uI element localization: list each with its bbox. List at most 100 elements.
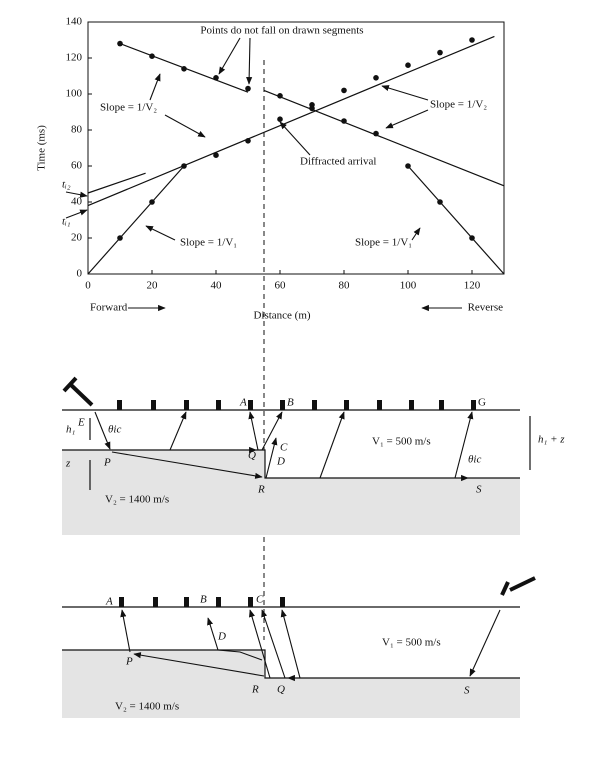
y-axis-label: Time (ms): [36, 125, 48, 171]
x-tick-label: 120: [464, 280, 481, 292]
label: Q: [277, 684, 285, 696]
data-point: [181, 66, 187, 72]
y-tick-label: 80: [71, 124, 83, 136]
y-tick-label: 120: [66, 52, 83, 64]
data-point: [373, 130, 379, 137]
label: θic: [468, 454, 481, 466]
arrow: [279, 121, 311, 156]
data-point: [245, 85, 251, 92]
data-point: [309, 105, 315, 112]
hammer: [500, 576, 536, 596]
annotation: Slope = 1/V₂: [430, 99, 487, 111]
ray: [261, 411, 283, 451]
annotation: Slope = 1/V₂: [100, 102, 157, 114]
x-tick-label: 60: [275, 280, 287, 292]
data-point: [405, 62, 411, 68]
data-point: [469, 37, 475, 43]
x-tick-label: 80: [339, 280, 351, 292]
arrow: [145, 225, 176, 241]
label: R: [257, 484, 265, 496]
ray: [265, 437, 278, 479]
ray: [111, 451, 263, 479]
ray: [469, 609, 501, 677]
annotation: tᵢ₁: [62, 216, 71, 228]
hammer: [62, 376, 94, 407]
ray: [207, 617, 263, 661]
data-point: [245, 138, 251, 144]
data-point: [149, 199, 155, 205]
label: P: [125, 656, 133, 668]
data-point: [149, 53, 155, 59]
label: R: [251, 684, 259, 696]
geophones: [117, 400, 476, 410]
ray: [280, 609, 301, 679]
label: P: [103, 457, 111, 469]
data-point: [341, 87, 347, 94]
chart: Time (ms) Distance (m) Forward Reverse P…: [36, 16, 505, 322]
arrow: [381, 85, 429, 101]
y-tick-label: 100: [66, 88, 83, 100]
legend-forward: Forward: [90, 302, 128, 314]
ray: [454, 411, 474, 479]
ray: [169, 411, 187, 451]
data-point: [117, 235, 123, 241]
annotation: Points do not fall on drawn segments: [200, 25, 363, 37]
arrow: [246, 37, 253, 85]
drawn-segment: [87, 165, 185, 275]
label: S: [476, 484, 482, 496]
diagram-reverse: A B C D P R Q V₁ = 500 m/s S V₂ = 1400 m…: [62, 576, 536, 718]
data-point: [213, 75, 219, 81]
annotation: Slope = 1/V₁: [180, 237, 237, 249]
y-tick-label: 60: [71, 160, 83, 172]
x-tick-label: 100: [400, 280, 417, 292]
y-tick-label: 40: [71, 196, 83, 208]
y-tick-label: 0: [77, 268, 83, 280]
drawn-segment: [87, 35, 495, 207]
lower-layer: [62, 650, 520, 718]
drawn-segment: [407, 165, 505, 275]
label: D: [276, 456, 285, 468]
data-point: [469, 235, 475, 241]
label: A: [105, 596, 113, 608]
label: B: [287, 397, 294, 409]
data-point: [277, 116, 283, 122]
label: S: [464, 685, 470, 697]
x-tick-label: 20: [147, 280, 159, 292]
annotation: Diffracted arrival: [300, 156, 376, 168]
ray: [120, 609, 131, 653]
label: Q: [248, 450, 256, 462]
geophones: [119, 597, 285, 607]
arrow: [65, 209, 88, 219]
label: V₂ = 1400 m/s: [115, 701, 179, 713]
label: V₂ = 1400 m/s: [105, 494, 169, 506]
label: z: [65, 458, 71, 470]
label: G: [478, 397, 486, 409]
arrow: [65, 191, 88, 198]
data-point: [437, 49, 443, 56]
label: h₁ + z: [538, 434, 565, 446]
label: A: [239, 397, 247, 409]
data-point: [213, 152, 219, 158]
data-point: [181, 163, 187, 169]
plot-frame: [87, 21, 505, 275]
label: θic: [108, 424, 121, 436]
lower-layer: [62, 450, 520, 535]
label: V₁ = 500 m/s: [382, 637, 441, 649]
label: C: [256, 594, 264, 606]
data-point: [117, 40, 123, 47]
ray: [319, 411, 345, 479]
ray: [261, 609, 286, 679]
arrow: [411, 227, 421, 241]
data-point: [277, 93, 283, 99]
data-point: [437, 199, 443, 205]
y-tick-label: 20: [71, 232, 83, 244]
label: V₁ = 500 m/s: [372, 436, 431, 448]
ray: [133, 652, 265, 677]
ray: [94, 411, 111, 450]
data-point: [405, 163, 411, 169]
annotation: tᵢ₂: [62, 179, 71, 191]
data-point: [341, 118, 347, 124]
arrow: [164, 114, 206, 138]
drawn-segment: [87, 172, 146, 194]
